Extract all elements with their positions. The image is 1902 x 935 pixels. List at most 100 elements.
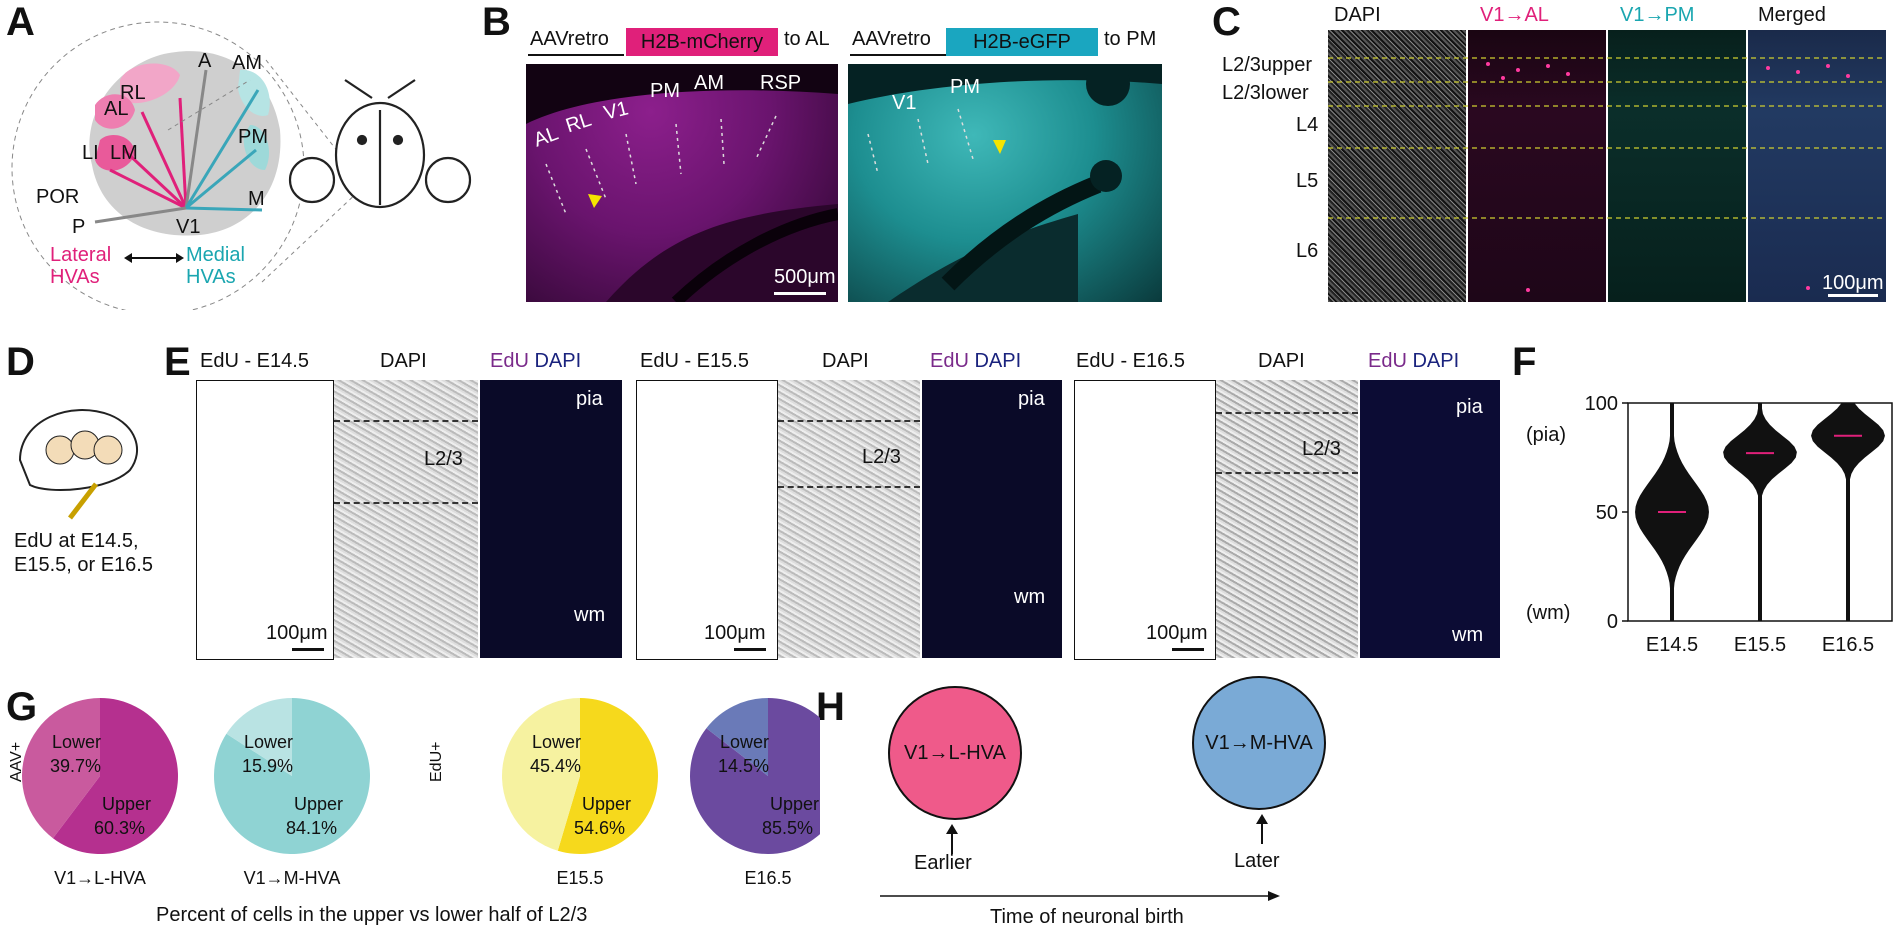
e1-merge-image (480, 380, 622, 658)
c-layer-l23lower: L2/3lower (1222, 82, 1309, 104)
time-axis-label: Time of neuronal birth (990, 906, 1184, 928)
e2-scalebar (734, 648, 766, 651)
e1-dapi-image (334, 380, 478, 658)
violin-E16.5 (1811, 403, 1885, 621)
violin-chart: 0 50 100 E14.5 E15.5 E16.5 (1585, 395, 1893, 656)
right-target-label: to PM (1104, 28, 1157, 50)
g-ylabel-edu: EdU+ (428, 741, 445, 782)
e1-pia: pia (576, 388, 603, 410)
earlier-arrowhead (946, 824, 958, 834)
area-label-li: LI (82, 142, 99, 164)
e2-dapi-title: DAPI (822, 350, 869, 372)
e3-dapi-title: DAPI (1258, 350, 1305, 372)
e1-wm: wm (574, 604, 606, 626)
pie-lower-label-1: Lower (244, 732, 293, 752)
c-al-image (1468, 30, 1606, 302)
e1-l23-label: L2/3 (424, 448, 463, 470)
c-layer-l23upper: L2/3upper (1222, 54, 1313, 76)
e3-edu-image (1074, 380, 1216, 660)
e1-scalebar-label: 100μm (266, 622, 328, 644)
early-neuron-circle: V1→L-HVA (888, 686, 1022, 820)
e1-l23-top (334, 420, 478, 422)
e3-dapi-image (1216, 380, 1358, 658)
c-layer-l4: L4 (1296, 114, 1319, 136)
c-scalebar-label: 100μm (1822, 272, 1884, 294)
b-area-am: AM (694, 72, 724, 94)
mouse-head-icon (288, 79, 472, 209)
area-label-p: P (72, 216, 86, 238)
e3-merge-title: EdU DAPI (1368, 350, 1459, 373)
left-virus-label: AAVretro (530, 28, 609, 50)
e1-l23-bottom (334, 502, 478, 504)
pregnant-mouse-icon (18, 409, 139, 520)
f-xtick-label-E14.5: E14.5 (1646, 634, 1698, 656)
panel-label-e: E (164, 340, 191, 384)
e1-scalebar (292, 648, 324, 651)
pie-lower-slice-1 (226, 698, 292, 776)
e1-edu-image (196, 380, 334, 660)
arrow-p (94, 206, 187, 224)
g-caption: Percent of cells in the upper vs lower h… (156, 904, 588, 926)
area-label-rl: RL (120, 82, 146, 104)
arrowhead-right (176, 253, 184, 263)
later-arrowhead (1256, 814, 1268, 824)
c-merged-image (1748, 30, 1886, 302)
later-label: Later (1234, 850, 1280, 872)
area-label-lm: LM (110, 142, 138, 164)
pie-lower-value-0: 39.7% (50, 756, 101, 776)
pie-upper-slice-2 (557, 698, 658, 854)
e3-l23-label: L2/3 (1302, 438, 1341, 460)
earlier-label: Earlier (914, 852, 972, 874)
e2-wm: wm (1014, 586, 1046, 608)
c-layer-boundaries (1328, 57, 1886, 292)
c-header-dapi: DAPI (1334, 4, 1381, 26)
e1-merge-edu: EdU (490, 350, 529, 372)
lateral-hvas-label: Lateral HVAs (50, 244, 112, 288)
f-ytick-label-1: 50 (1596, 502, 1618, 524)
area-label-am: AM (232, 52, 262, 74)
pie-lower-value-3: 14.5% (718, 756, 769, 776)
pie-lower-label-2: Lower (532, 732, 581, 752)
area-label-por: POR (36, 186, 80, 208)
d-caption-line2: E15.5, or E16.5 (14, 554, 153, 576)
pie-lower-label-0: Lower (52, 732, 101, 752)
f-ylabel-bottom: (wm) (1526, 602, 1571, 624)
violin-E15.5 (1723, 403, 1797, 621)
e2-merge-edu: EdU (930, 350, 969, 372)
medial-hvas-label: Medial HVAs (186, 244, 245, 288)
egfp-construct-box: H2B-eGFP (946, 28, 1098, 56)
arrow-am (184, 89, 260, 209)
panel-label-g: G (6, 685, 38, 729)
e2-merge-title: EdU DAPI (930, 350, 1021, 373)
b-scalebar-label: 500μm (774, 266, 836, 288)
pie-upper-label-2: Upper (582, 794, 631, 814)
panel-label-a: A (6, 0, 35, 44)
b-area-rsp: RSP (760, 72, 802, 94)
e1-merge-dapi: DAPI (534, 350, 582, 372)
e2-l23-label: L2/3 (862, 446, 901, 468)
pie-upper-label-0: Upper (102, 794, 151, 814)
b-scalebar (774, 292, 826, 295)
injection-arrowhead (588, 194, 602, 208)
late-neuron-circle: V1→M-HVA (1192, 676, 1326, 810)
e2-l23-bottom (778, 486, 920, 488)
guide-line (167, 79, 251, 131)
e2-dapi-image (778, 380, 920, 658)
e2-merge-dapi: DAPI (974, 350, 1022, 372)
e2-scalebar-label: 100μm (704, 622, 766, 644)
d-caption-line1: EdU at E14.5, (14, 530, 139, 552)
f-xtick-label-E16.5: E16.5 (1822, 634, 1874, 656)
g-ylabel-aav: AAV+ (8, 741, 25, 782)
pie-upper-value-2: 54.6% (574, 818, 625, 838)
e3-edu-title: EdU - E16.5 (1076, 350, 1185, 372)
area-label-pm: PM (238, 126, 268, 148)
area-rl-patch (120, 63, 180, 104)
c-header-merged: Merged (1758, 4, 1826, 26)
arrow-pm (185, 148, 257, 210)
area-am-patch (238, 69, 270, 116)
arrow-a (184, 69, 208, 209)
panel-label-b: B (482, 0, 511, 44)
e3-scalebar-label: 100μm (1146, 622, 1208, 644)
pie-upper-label-1: Upper (294, 794, 343, 814)
area-label-a: A (198, 50, 212, 72)
